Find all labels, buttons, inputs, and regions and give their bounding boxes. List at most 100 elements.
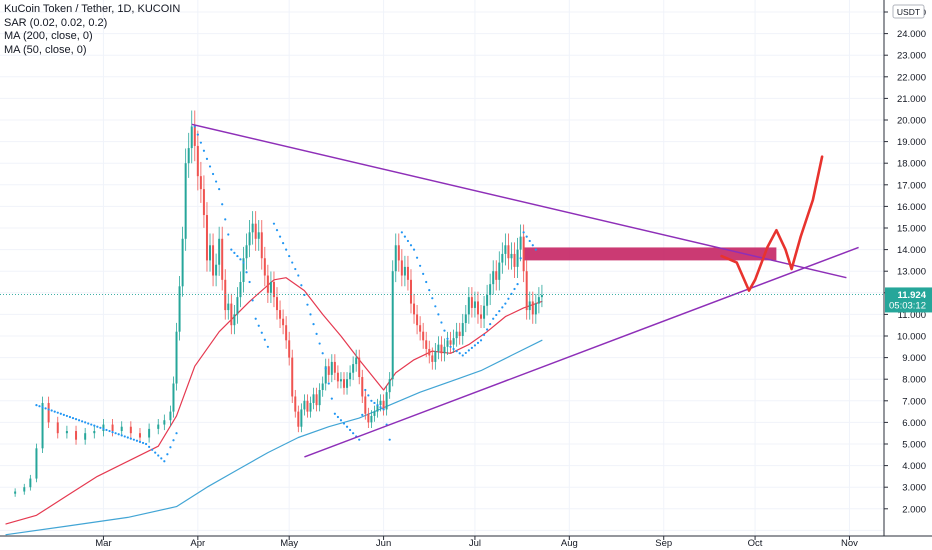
sar-dot-20-2 — [315, 332, 318, 335]
price-tick-label-7: 8.000 — [902, 375, 926, 386]
candle-body-2 — [23, 487, 26, 492]
candle-5 — [41, 396, 44, 454]
sar-dot-6-1 — [148, 445, 151, 448]
candle-body-92 — [388, 379, 391, 393]
candle-body-18 — [157, 424, 160, 429]
candle-58 — [285, 316, 288, 349]
indicator-ma200[interactable]: MA (200, close, 0) — [4, 30, 93, 42]
candle-body-65 — [306, 400, 309, 412]
candle-body-112 — [449, 340, 452, 345]
sar-dot-35-2 — [486, 328, 489, 331]
candle-78 — [346, 372, 349, 395]
sar-dot-14 — [248, 280, 251, 284]
sar-dot-28 — [388, 438, 391, 441]
sar-dot-17-2 — [278, 235, 282, 238]
indicator-ma50[interactable]: MA (50, close, 0) — [4, 43, 87, 56]
candle-101 — [416, 305, 419, 335]
candle-7 — [56, 416, 59, 439]
candle-1 — [14, 488, 17, 497]
candle-17 — [148, 423, 151, 443]
candle-body-90 — [382, 400, 385, 410]
candle-body-120 — [473, 301, 476, 308]
sar-dot-20 — [309, 313, 312, 316]
sar-dot-3 — [90, 423, 93, 426]
sar-dot-30-3 — [422, 272, 425, 275]
sar-dot-26-2 — [376, 404, 379, 407]
candle-117 — [464, 305, 467, 333]
time-tick-label-6: Sep — [655, 538, 672, 549]
candle-body-102 — [419, 325, 422, 332]
candle-body-95 — [397, 245, 400, 261]
candle-body-99 — [409, 279, 412, 304]
currency-badge-box — [892, 4, 925, 19]
candle-87 — [373, 405, 376, 422]
candle-body-26 — [187, 148, 190, 164]
candle-82 — [358, 349, 361, 385]
candle-114 — [455, 322, 458, 347]
candle-body-27 — [190, 126, 193, 149]
price-tick-label-4: 5.000 — [902, 440, 926, 451]
candle-body-130 — [504, 245, 507, 254]
price-axis[interactable]: 2.000 3.000 4.000 5.000 6.000 7.000 8.000 9.000… — [883, 0, 932, 550]
ma50-path — [5, 277, 543, 525]
sar-dot-6 — [144, 442, 148, 446]
candle-body-140 — [534, 303, 537, 315]
candle-body-54 — [272, 282, 275, 298]
candle-126 — [492, 260, 495, 295]
sar-dot-7-2 — [169, 446, 172, 449]
sar-dot-10-2 — [211, 172, 215, 176]
candle-95 — [397, 233, 400, 272]
candle-body-111 — [446, 340, 449, 347]
candle-body-49 — [257, 232, 260, 239]
candle-22 — [175, 322, 178, 391]
candle-body-124 — [486, 294, 489, 306]
time-tick-label-8: Nov — [841, 538, 858, 549]
candle-body-25 — [184, 163, 187, 239]
candle-92 — [388, 372, 391, 399]
candle-94 — [394, 233, 397, 283]
sar-dot-11-3 — [227, 233, 230, 236]
last-price-box — [885, 287, 932, 313]
candle-body-132 — [510, 253, 513, 259]
ma50-line — [5, 277, 543, 525]
candle-86 — [370, 410, 373, 429]
candle-body-118 — [467, 297, 470, 315]
sar-dot-34-1 — [464, 351, 467, 355]
indicator-sar[interactable]: SAR (0.02, 0.02, 0.2) — [4, 16, 108, 29]
symbol-title[interactable]: KuCoin Token / Tether, 1D, KUCOIN — [4, 3, 181, 15]
sar-dot-36-2 — [498, 310, 501, 313]
candle-80 — [352, 356, 355, 381]
sar-dot-29-2 — [406, 239, 410, 243]
sar-dot-32 — [437, 313, 440, 316]
price-tick-label-19: 20.000 — [897, 116, 926, 127]
sar-dot-2-3 — [81, 420, 84, 423]
time-axis[interactable]: Mar Apr May Jun Jul Aug Sep Oct Nov — [0, 535, 932, 550]
sar-dot-33-2 — [455, 350, 458, 353]
candle-body-66 — [309, 402, 312, 412]
candle-15 — [129, 421, 132, 439]
time-tick-label-1: Apr — [190, 538, 205, 549]
candle-body-100 — [413, 303, 416, 315]
candle-body-20 — [169, 411, 172, 421]
candle-body-97 — [403, 266, 406, 276]
sar-dot-10 — [205, 157, 209, 160]
price-tick-label-1: 2.000 — [902, 504, 926, 515]
sar-dot-2-4 — [84, 421, 87, 424]
candle-body-121 — [476, 301, 479, 315]
price-tick-label-14: 15.000 — [897, 224, 926, 235]
sar-dot-39-2 — [528, 239, 531, 243]
candle-body-77 — [342, 379, 345, 388]
candle-85 — [367, 407, 370, 429]
sar-dot-30-1 — [415, 256, 419, 259]
candle-68 — [315, 387, 318, 412]
candle-body-122 — [480, 314, 483, 319]
sar-dot-4-2 — [114, 432, 117, 435]
candle-body-8 — [65, 431, 68, 434]
candle-122 — [480, 305, 483, 328]
candle-body-138 — [528, 301, 531, 311]
sar-dot-19 — [297, 274, 300, 277]
sar-dot-30-2 — [419, 264, 422, 267]
candle-body-91 — [385, 392, 388, 410]
sar-dot-15-2 — [260, 331, 263, 334]
